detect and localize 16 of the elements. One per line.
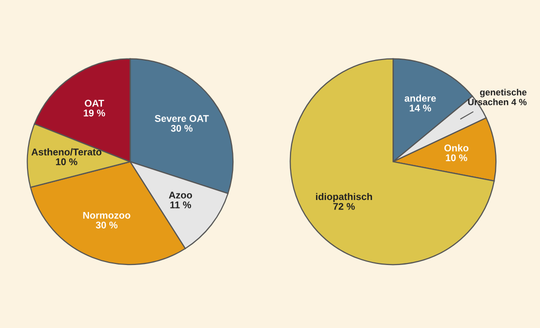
slice-label: Azoo — [168, 192, 192, 199]
data-label: 30 % — [96, 222, 118, 229]
data-label: 11 % — [170, 201, 192, 208]
slice-label: Severe OAT — [154, 115, 209, 122]
slice-label: andere — [404, 94, 436, 102]
data-label: 14 % — [410, 104, 432, 112]
slice-label: idiopathisch — [316, 192, 372, 202]
data-label: 19 % — [84, 110, 106, 116]
data-label: 72 % — [333, 202, 355, 210]
data-label: 10 % — [56, 158, 78, 166]
slice-label: Onko — [444, 144, 468, 152]
slice-label: OAT — [84, 100, 104, 107]
slice-label: Normozoo — [83, 212, 130, 219]
data-label: 10 % — [446, 154, 468, 162]
data-label: 30 % — [170, 124, 193, 132]
slice-label: Astheno/Terato — [31, 148, 102, 156]
